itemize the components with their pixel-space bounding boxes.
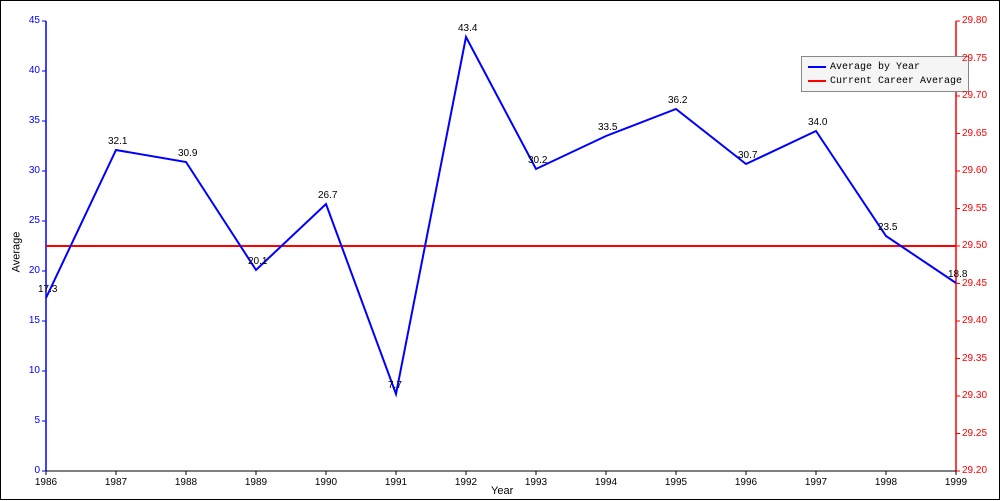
x-axis-label: Year [491,485,513,497]
tick-label: 29.65 [962,128,987,139]
tick-label: 1986 [35,477,57,488]
y-axis-label: Average [10,232,22,273]
tick-label: 5 [34,415,40,426]
tick-label: 1991 [385,477,407,488]
data-point-label: 36.2 [668,95,687,106]
tick-label: 29.40 [962,315,987,326]
legend-swatch [808,80,826,82]
data-point-label: 23.5 [878,222,897,233]
legend: Average by Year Current Career Average [801,56,969,92]
data-point-label: 33.5 [598,122,617,133]
chart-container: Average Year Average by Year Current Care… [0,0,1000,500]
tick-label: 1995 [665,477,687,488]
tick-label: 29.75 [962,53,987,64]
tick-label: 1999 [945,477,967,488]
tick-label: 1998 [875,477,897,488]
tick-label: 29.60 [962,165,987,176]
tick-label: 29.35 [962,353,987,364]
legend-label: Current Career Average [830,76,962,87]
data-point-label: 30.2 [528,155,547,166]
tick-label: 40 [29,65,40,76]
data-point-label: 32.1 [108,136,127,147]
tick-label: 1994 [595,477,617,488]
tick-label: 10 [29,365,40,376]
tick-label: 29.80 [962,15,987,26]
data-point-label: 30.9 [178,148,197,159]
tick-label: 29.70 [962,90,987,101]
tick-label: 29.25 [962,428,987,439]
tick-label: 1989 [245,477,267,488]
data-point-label: 26.7 [318,190,337,201]
tick-label: 25 [29,215,40,226]
data-point-label: 18.8 [948,269,967,280]
data-point-label: 17.3 [38,284,57,295]
legend-swatch [808,66,826,68]
data-point-label: 7.7 [388,380,402,391]
data-point-label: 20.1 [248,256,267,267]
tick-label: 29.20 [962,465,987,476]
tick-label: 15 [29,315,40,326]
legend-label: Average by Year [830,62,920,73]
tick-label: 1987 [105,477,127,488]
tick-label: 1990 [315,477,337,488]
tick-label: 1988 [175,477,197,488]
data-point-label: 30.7 [738,150,757,161]
legend-item: Current Career Average [808,74,962,88]
data-point-label: 34.0 [808,117,827,128]
tick-label: 29.50 [962,240,987,251]
tick-label: 1992 [455,477,477,488]
tick-label: 1997 [805,477,827,488]
tick-label: 1996 [735,477,757,488]
tick-label: 29.55 [962,203,987,214]
legend-item: Average by Year [808,60,962,74]
tick-label: 20 [29,265,40,276]
data-point-label: 43.4 [458,23,477,34]
tick-label: 45 [29,15,40,26]
tick-label: 1993 [525,477,547,488]
tick-label: 29.30 [962,390,987,401]
tick-label: 35 [29,115,40,126]
tick-label: 0 [34,465,40,476]
tick-label: 30 [29,165,40,176]
